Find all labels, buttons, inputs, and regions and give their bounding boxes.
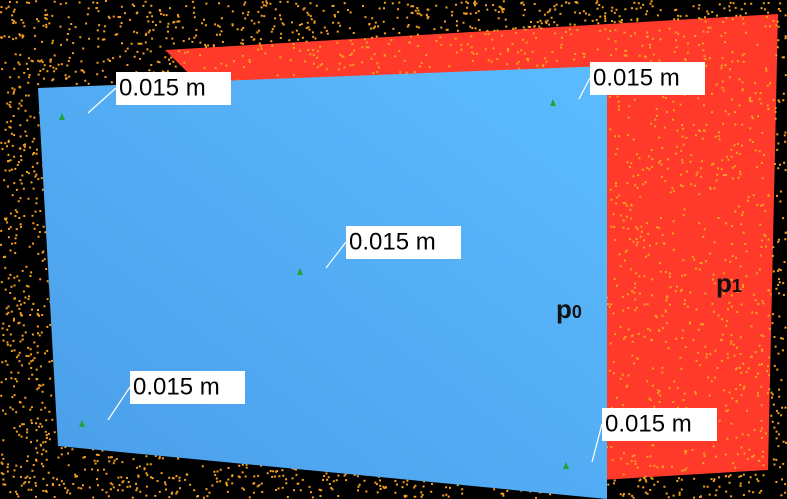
plane-subscript: 1 <box>732 276 742 296</box>
measurement-label: 0.015 m <box>119 74 206 101</box>
plane-p0 <box>38 66 607 499</box>
measurement-label: 0.015 m <box>593 64 680 91</box>
measurement-label: 0.015 m <box>349 228 436 255</box>
measurement-label: 0.015 m <box>605 410 692 437</box>
page: 0.015 m0.015 m0.015 m0.015 m0.015 m p0 p… <box>0 0 787 499</box>
point-cloud-view: 0.015 m0.015 m0.015 m0.015 m0.015 m p0 p… <box>0 0 787 499</box>
plane-name: p <box>716 268 732 298</box>
measurement-label: 0.015 m <box>133 373 220 400</box>
plane-name: p <box>556 294 572 324</box>
plane-subscript: 0 <box>572 302 582 322</box>
